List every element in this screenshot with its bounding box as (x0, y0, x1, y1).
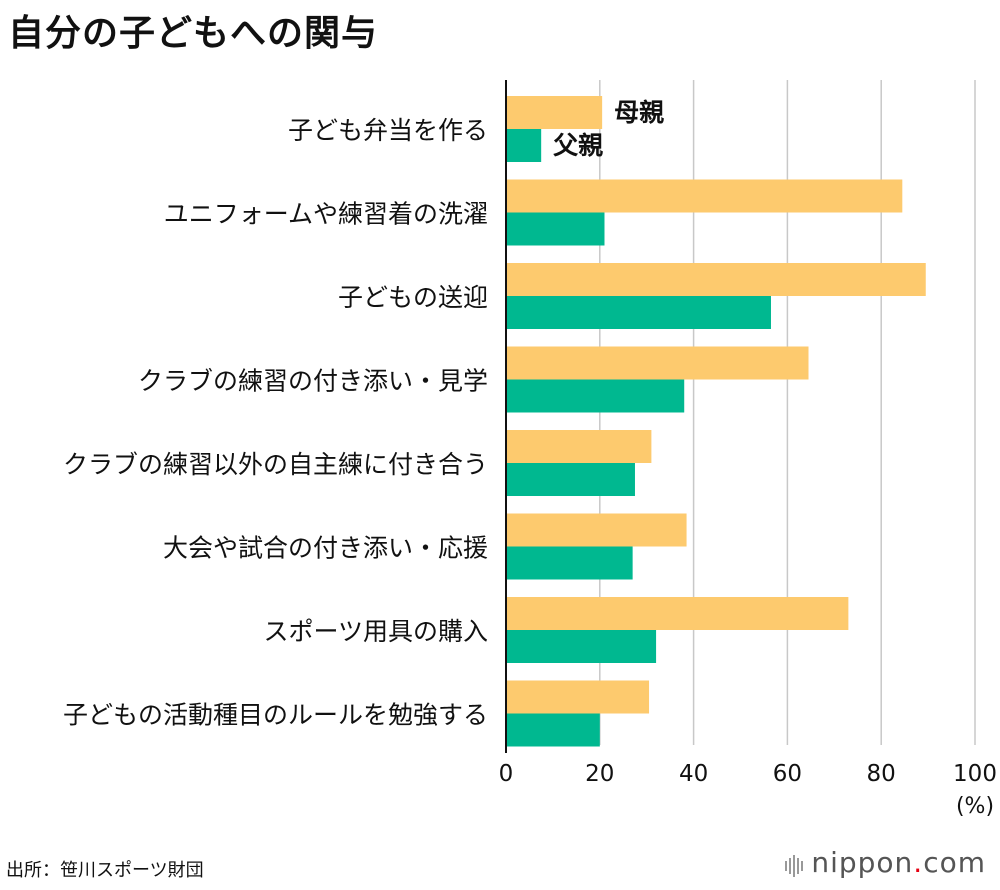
brand-tld: com (923, 846, 986, 879)
bar-father (506, 296, 771, 329)
bar-father (506, 630, 657, 663)
x-tick-label: 80 (867, 761, 896, 787)
category-label: 子どもの送迎 (338, 283, 488, 312)
category-label: スポーツ用具の購入 (263, 617, 488, 646)
bar-father (506, 546, 633, 580)
bar-mother (506, 430, 652, 463)
bar-father (506, 129, 542, 162)
legend-mother: 母親 (614, 98, 664, 127)
bar-mother (506, 346, 809, 380)
category-label: 子ども弁当を作る (288, 116, 488, 145)
bar-father (506, 212, 605, 246)
x-tick-label: 100 (953, 761, 997, 787)
brand-bars-icon (785, 848, 805, 881)
category-label: クラブの練習以外の自主練に付き合う (63, 450, 488, 479)
x-tick-label: 40 (679, 761, 708, 787)
brand-name: nippon (811, 846, 914, 879)
category-label: 大会や試合の付き添い・応援 (163, 534, 488, 563)
bar-father (506, 379, 685, 413)
x-axis-unit: (%) (956, 794, 994, 819)
bar-mother (506, 96, 603, 129)
x-tick-label: 20 (585, 761, 614, 787)
bar-mother (506, 263, 926, 296)
brand-logo: nippon.com (785, 846, 986, 881)
legend-father: 父親 (553, 131, 603, 160)
bar-mother (506, 597, 849, 630)
x-tick-label: 0 (499, 761, 514, 787)
bar-mother (506, 513, 687, 547)
chart-title: 自分の子どもへの関与 (8, 13, 379, 54)
x-tick-label: 60 (773, 761, 802, 787)
bar-father (506, 713, 600, 747)
category-label: ユニフォームや練習着の洗濯 (164, 200, 488, 229)
bar-mother (506, 179, 903, 213)
category-label: クラブの練習の付き添い・見学 (138, 367, 488, 396)
bar-father (506, 463, 635, 496)
source-note: 出所：笹川スポーツ財団 (6, 860, 204, 881)
category-label: 子どもの活動種目のルールを勉強する (63, 701, 488, 730)
bar-mother (506, 680, 650, 714)
brand-dot: . (913, 846, 924, 879)
